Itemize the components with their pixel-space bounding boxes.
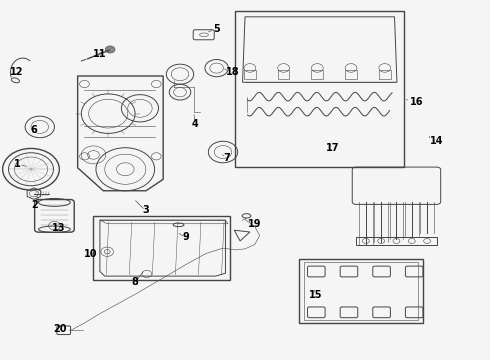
Text: 15: 15	[309, 291, 322, 301]
Text: 12: 12	[9, 67, 23, 77]
Bar	[299, 259, 423, 323]
Bar	[93, 216, 230, 280]
Bar	[304, 262, 418, 320]
Text: 6: 6	[30, 125, 37, 135]
Text: 10: 10	[84, 248, 97, 258]
Bar	[379, 70, 391, 79]
Text: 13: 13	[52, 224, 66, 233]
Text: 8: 8	[132, 277, 139, 287]
Text: 18: 18	[226, 67, 240, 77]
Text: 1: 1	[14, 159, 21, 169]
Bar	[278, 70, 290, 79]
Text: 19: 19	[247, 219, 261, 229]
Bar	[244, 70, 256, 79]
Circle shape	[105, 46, 115, 53]
Text: 4: 4	[191, 120, 198, 129]
Text: 5: 5	[213, 24, 220, 35]
Text: 14: 14	[430, 136, 443, 145]
Text: 16: 16	[410, 97, 423, 107]
Text: 17: 17	[326, 143, 339, 153]
Text: 9: 9	[182, 232, 189, 242]
Text: 2: 2	[31, 200, 38, 210]
Text: 11: 11	[93, 49, 106, 59]
Text: 7: 7	[223, 153, 230, 163]
Text: 3: 3	[143, 206, 149, 216]
Bar	[235, 12, 404, 167]
Bar	[312, 70, 323, 79]
Text: 20: 20	[53, 324, 67, 334]
Bar	[345, 70, 357, 79]
Bar	[356, 237, 437, 244]
